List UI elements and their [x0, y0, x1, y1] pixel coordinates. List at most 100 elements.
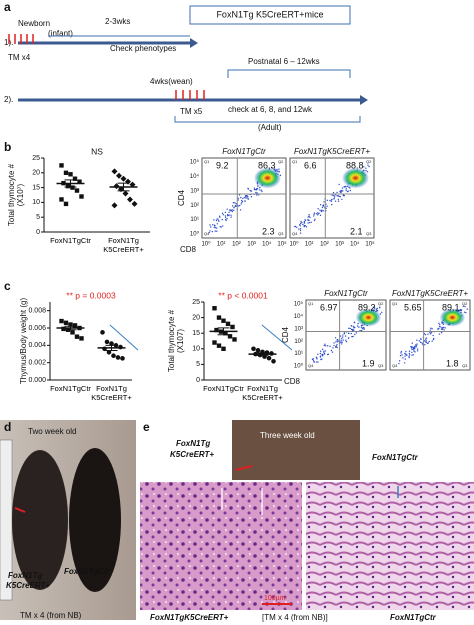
cell-dot: [336, 195, 338, 197]
data-point: [79, 194, 84, 199]
cell-dot: [438, 333, 441, 335]
label: K5CreERT+: [6, 581, 50, 590]
cell-dot: [400, 352, 402, 354]
cell-dot: [345, 340, 348, 343]
cell-dot: [350, 332, 352, 335]
quadrant-name: Q1: [308, 301, 314, 306]
cell-dot: [339, 190, 341, 193]
cell-dot: [238, 194, 241, 196]
flow-tick: 10⁰: [190, 231, 200, 238]
flow-tick: 10⁵: [277, 241, 287, 248]
cell-dot: [358, 326, 360, 328]
cell-dot: [363, 166, 365, 168]
label: 4wks(wean): [150, 77, 193, 86]
cell-dot: [308, 215, 310, 218]
data-point: [251, 346, 256, 352]
label: 2).: [4, 95, 13, 104]
cell-dot: [233, 207, 235, 209]
cell-dot: [338, 183, 340, 186]
mouse: [12, 450, 68, 590]
cell-dot: [319, 352, 322, 355]
cell-dot: [278, 171, 280, 173]
cell-dot: [217, 218, 219, 220]
flow-tick: 10⁵: [190, 159, 200, 166]
cell-dot: [432, 338, 435, 341]
cell-dot: [218, 215, 221, 217]
cell-dot: [425, 337, 428, 339]
cell-dot: [226, 213, 229, 216]
cell-dot: [245, 197, 247, 199]
flow-tick: 10²: [294, 339, 303, 345]
label: (infant): [48, 29, 73, 38]
cell-dot: [304, 219, 306, 221]
x-tick-label: FoxN1Tg K5CreERT+: [242, 384, 283, 402]
y-tick-label: 10: [32, 199, 40, 206]
flow-tick: 10⁴: [190, 173, 200, 180]
flow-y-label: CD4: [177, 189, 186, 206]
y-tick-label: 5: [196, 361, 200, 368]
cell-dot: [317, 208, 319, 210]
cell-dot: [366, 171, 369, 173]
cell-dot: [228, 211, 230, 214]
cell-dot: [343, 194, 345, 197]
panel-d: d Two week old FoxN1Tg K5CreERT+ FoxN1Tg…: [0, 420, 136, 620]
data-point: [266, 355, 272, 361]
cell-dot: [295, 226, 298, 229]
cell-dot: [331, 203, 333, 206]
x-tick-label: FoxN1TgCtr: [50, 384, 91, 393]
cell-dot: [322, 205, 324, 207]
cell-dot: [323, 351, 325, 354]
y-axis-label: Total thymocyte #: [167, 309, 176, 372]
data-point: [120, 175, 127, 182]
cell-dot: [348, 332, 350, 335]
flow-title: FoxN1TgK5CreERT+: [392, 289, 468, 298]
data-point: [120, 356, 125, 361]
cell-dot: [443, 329, 445, 331]
cell-dot: [250, 196, 253, 198]
cell-dot: [247, 198, 249, 200]
cell-dot: [209, 230, 211, 232]
histology: [140, 482, 302, 610]
cell-dot: [276, 168, 278, 171]
cell-dot: [414, 344, 417, 346]
data-point: [74, 334, 80, 339]
cell-dot: [308, 221, 311, 224]
cell-dot: [244, 195, 247, 198]
flow-tick: 10⁴: [294, 313, 304, 320]
data-point: [212, 340, 217, 345]
cell-dot: [247, 188, 250, 190]
cell-dot: [340, 343, 343, 345]
quadrant-value: 2.1: [350, 226, 363, 236]
cell-dot: [419, 341, 422, 343]
cell-dot: [298, 228, 300, 230]
cell-dot: [429, 333, 432, 335]
y-tick-label: 20: [192, 314, 200, 321]
data-point: [113, 183, 120, 190]
cell-dot: [310, 221, 312, 223]
cell-dot: [336, 341, 339, 343]
cell-dot: [230, 216, 232, 218]
cell-dot: [428, 340, 431, 343]
cell-dot: [228, 214, 230, 216]
quadrant-value: 5.65: [404, 302, 422, 312]
bracket: [174, 116, 361, 123]
cell-dot: [342, 334, 344, 336]
cell-dot: [411, 354, 413, 356]
cell-dot: [213, 224, 216, 226]
cell-dot: [316, 212, 319, 214]
cell-dot: [319, 214, 322, 217]
cell-dot: [398, 360, 401, 362]
x-tick-label: FoxN1TgCtr: [50, 236, 91, 245]
y-axis-label: Total thymocyte #: [7, 163, 16, 226]
cell-dot: [244, 200, 246, 202]
cell-dot: [314, 218, 316, 221]
cell-dot: [349, 189, 352, 192]
data-point: [59, 163, 64, 168]
flow-title: FoxN1TgCtr: [222, 147, 266, 156]
cell-dot: [332, 192, 335, 194]
cell-dot: [333, 194, 335, 197]
cell-dot: [246, 195, 248, 197]
data-point: [216, 343, 222, 348]
y-tick-label: 15: [192, 330, 200, 337]
cell-dot: [239, 209, 242, 211]
